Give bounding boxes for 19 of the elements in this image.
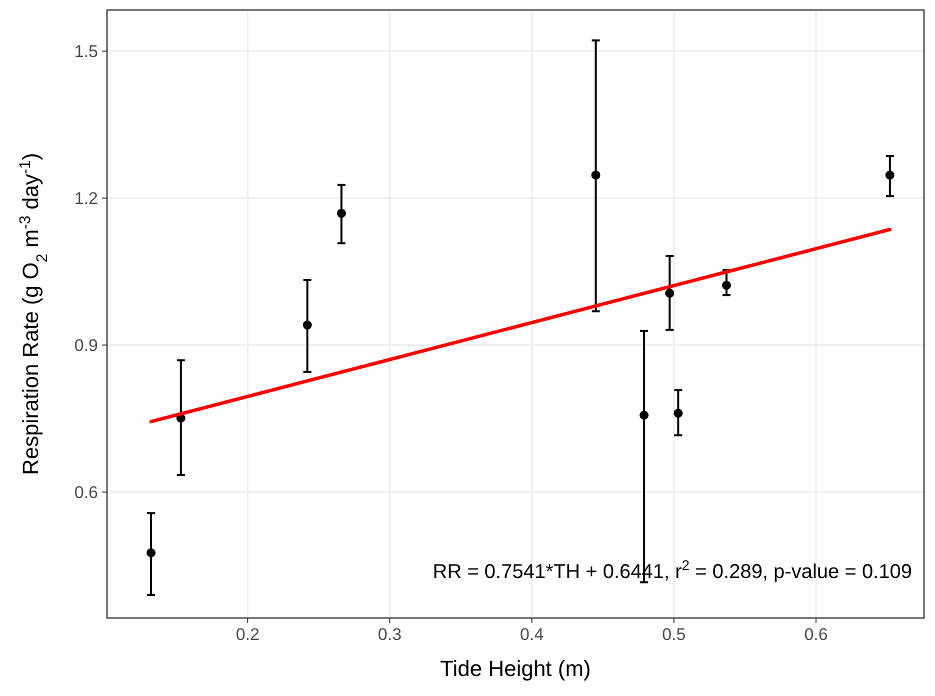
x-axis-title: Tide Height (m) [440,656,591,681]
y-tick-label: 0.6 [74,483,98,502]
point [722,280,731,290]
point [885,170,894,180]
x-tick-label: 0.2 [236,625,260,644]
point [674,408,683,418]
point [146,548,156,558]
point [640,410,649,420]
y-tick-label: 1.2 [74,189,98,208]
point [591,170,600,180]
x-tick-label: 0.4 [520,625,544,644]
x-tick-label: 0.6 [804,625,828,644]
point [302,320,312,330]
point [336,208,346,218]
x-tick-label: 0.5 [662,625,686,644]
x-tick-label: 0.3 [378,625,402,644]
point [665,288,674,298]
y-tick-label: 0.9 [74,336,98,356]
y-tick-label: 1.5 [74,42,98,62]
